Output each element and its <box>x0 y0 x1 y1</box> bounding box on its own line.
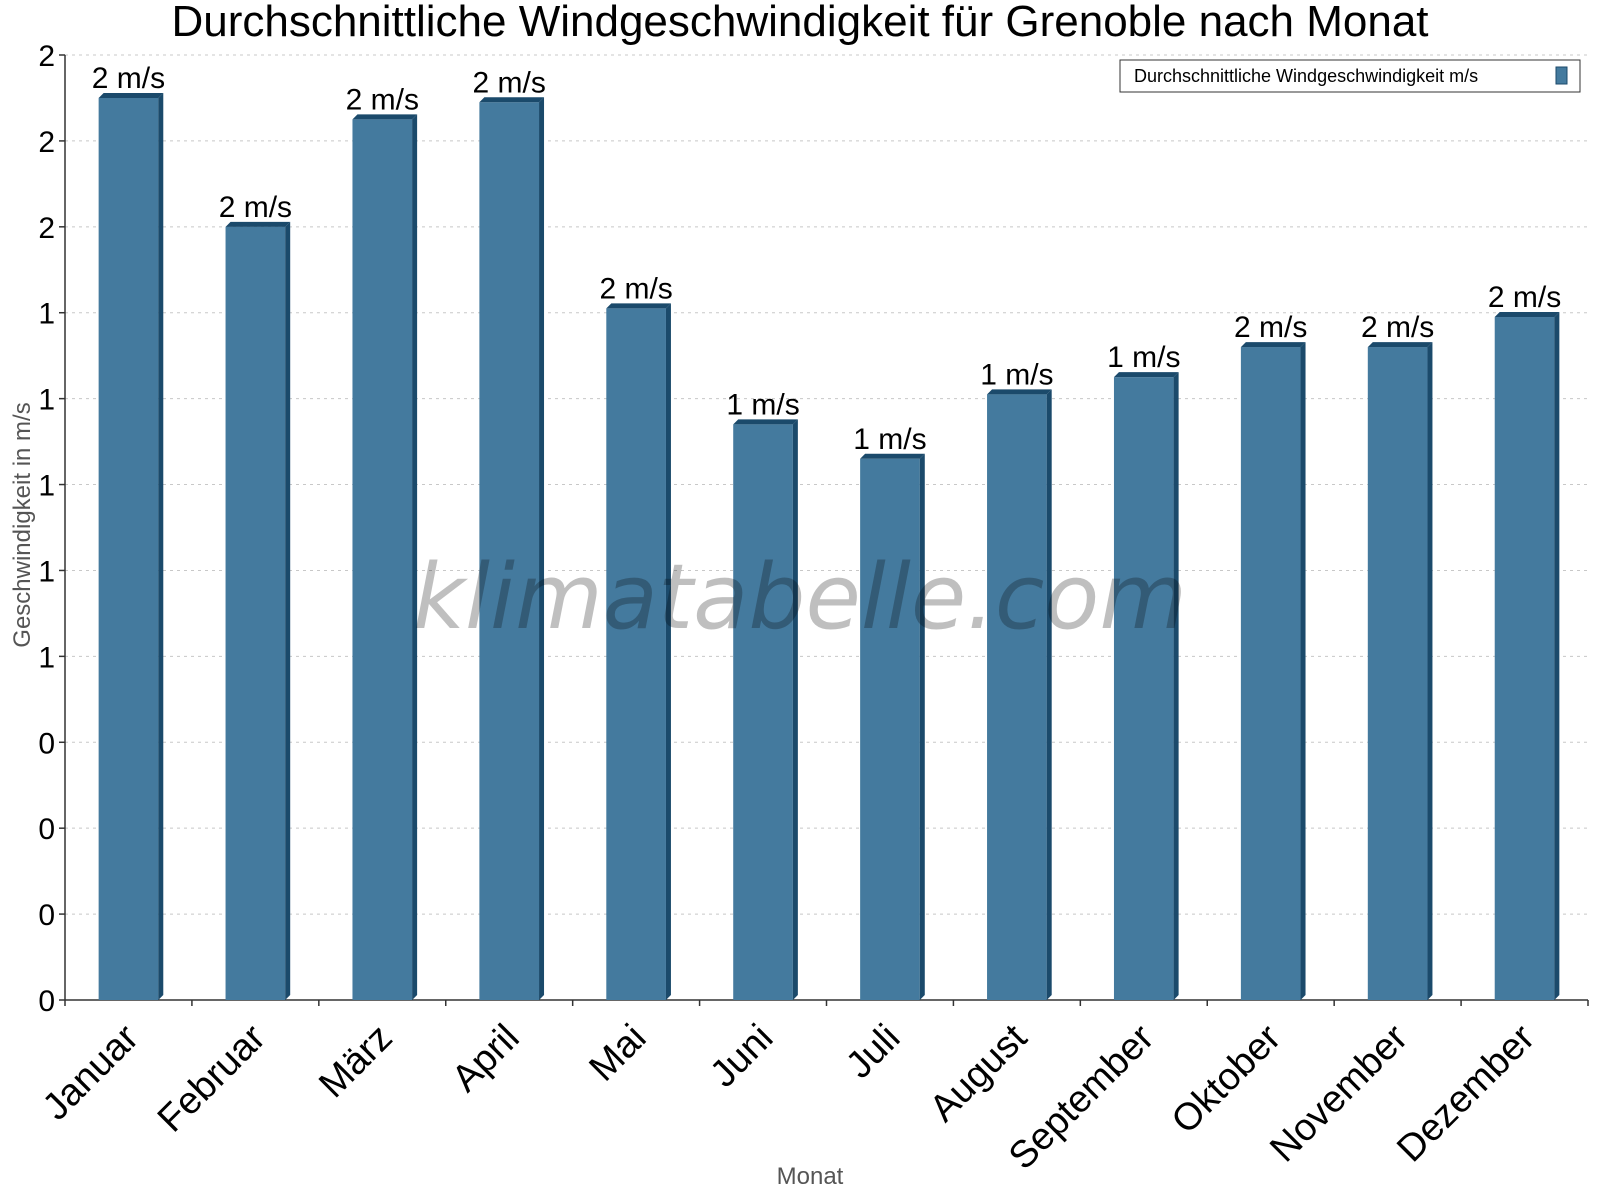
bar <box>860 458 920 1001</box>
data-label: 2 m/s <box>219 191 292 224</box>
y-tick-label: 0 <box>38 985 55 1018</box>
y-tick-label: 1 <box>38 384 55 417</box>
data-label: 2 m/s <box>1361 311 1434 344</box>
x-tick-label: April <box>444 1017 527 1100</box>
bar <box>1367 347 1428 1000</box>
y-tick-label: 1 <box>38 298 55 331</box>
data-label: 1 m/s <box>1107 341 1180 374</box>
data-label: 2 m/s <box>346 83 419 116</box>
bar <box>733 424 793 1001</box>
bar-side <box>539 97 545 1000</box>
bar-side <box>285 221 291 1000</box>
bars <box>98 92 1560 1001</box>
x-tick-label: August <box>922 1016 1036 1130</box>
bar-side <box>665 303 671 1000</box>
y-tick-label: 0 <box>38 727 55 760</box>
data-label: 2 m/s <box>473 66 546 99</box>
data-label: 2 m/s <box>1488 281 1561 314</box>
y-tick-label: 0 <box>38 899 55 932</box>
legend: Durchschnittliche Windgeschwindigkeit m/… <box>1119 59 1581 93</box>
data-label: 1 m/s <box>980 358 1053 391</box>
chart-title: Durchschnittliche Windgeschwindigkeit fü… <box>171 0 1428 46</box>
legend-label: Durchschnittliche Windgeschwindigkeit m/… <box>1134 66 1478 86</box>
bar-top <box>352 114 418 120</box>
bar-side <box>1554 312 1560 1001</box>
y-axis-title: Geschwindigkeit in m/s <box>9 402 36 647</box>
bar <box>606 308 666 1000</box>
x-tick-label: Februar <box>150 1016 274 1140</box>
bar <box>352 119 413 1000</box>
bar-top <box>1113 372 1179 378</box>
x-tick-label: Mai <box>581 1017 654 1090</box>
data-label: 1 m/s <box>726 388 799 421</box>
bar-top <box>1367 342 1433 348</box>
bar-top <box>606 303 671 309</box>
data-label: 2 m/s <box>92 62 165 95</box>
y-tick-label: 1 <box>38 641 55 674</box>
x-tick-label: Januar <box>35 1016 147 1128</box>
bar-side <box>158 92 164 1001</box>
bar <box>1240 347 1301 1000</box>
legend-box <box>1119 59 1581 93</box>
y-tick-label: 0 <box>38 813 55 846</box>
x-tick-label: Juni <box>702 1017 781 1096</box>
x-tick-label: Dezember <box>1389 1016 1543 1170</box>
bar-top <box>733 419 798 425</box>
data-labels: 2 m/s 2 m/s 2 m/s 2 m/s 2 m/s 1 m/s 1 m/s 1 m/s… <box>92 62 1561 456</box>
bar <box>225 226 286 1000</box>
watermark: klimatabelle.com <box>413 545 1187 650</box>
data-label: 2 m/s <box>599 272 672 305</box>
bar-side <box>919 453 925 1001</box>
bar-side <box>1427 342 1433 1000</box>
bar <box>98 97 159 1001</box>
x-tick-label: März <box>311 1017 400 1106</box>
y-tick-label: 2 <box>38 212 55 245</box>
data-label: 2 m/s <box>1234 311 1307 344</box>
x-axis-title: Monat <box>777 1163 844 1190</box>
bar-top <box>225 221 291 227</box>
bar-top <box>860 453 925 459</box>
y-axis: 0 0 0 0 1 1 1 1 1 2 2 2 <box>38 40 66 1018</box>
bar-side <box>412 114 418 1000</box>
bar-top <box>1494 312 1560 318</box>
y-tick-label: 2 <box>38 126 55 159</box>
bar-top <box>1240 342 1306 348</box>
x-tick-label: Juli <box>838 1017 908 1087</box>
bar-side <box>1046 389 1052 1000</box>
x-tick-label: November <box>1262 1016 1416 1170</box>
bar-top <box>987 389 1052 395</box>
bar <box>1494 317 1555 1001</box>
grid <box>65 54 1588 915</box>
bar-side <box>792 419 798 1001</box>
bar-side <box>1300 342 1306 1000</box>
bar-top <box>98 92 164 98</box>
data-label: 1 m/s <box>853 423 926 456</box>
legend-swatch <box>1555 66 1568 85</box>
y-tick-label: 2 <box>38 40 55 73</box>
x-axis: Januar Februar März April Mai Juni Juli AugustS… <box>35 999 1589 1178</box>
y-tick-label: 1 <box>38 470 55 503</box>
bar <box>1113 377 1174 1001</box>
bar-side <box>1173 372 1179 1001</box>
bar <box>987 394 1047 1000</box>
bar-top <box>479 97 545 103</box>
bar <box>479 102 540 1000</box>
x-tick-label: Oktober <box>1164 1016 1290 1142</box>
y-tick-label: 1 <box>38 555 55 588</box>
